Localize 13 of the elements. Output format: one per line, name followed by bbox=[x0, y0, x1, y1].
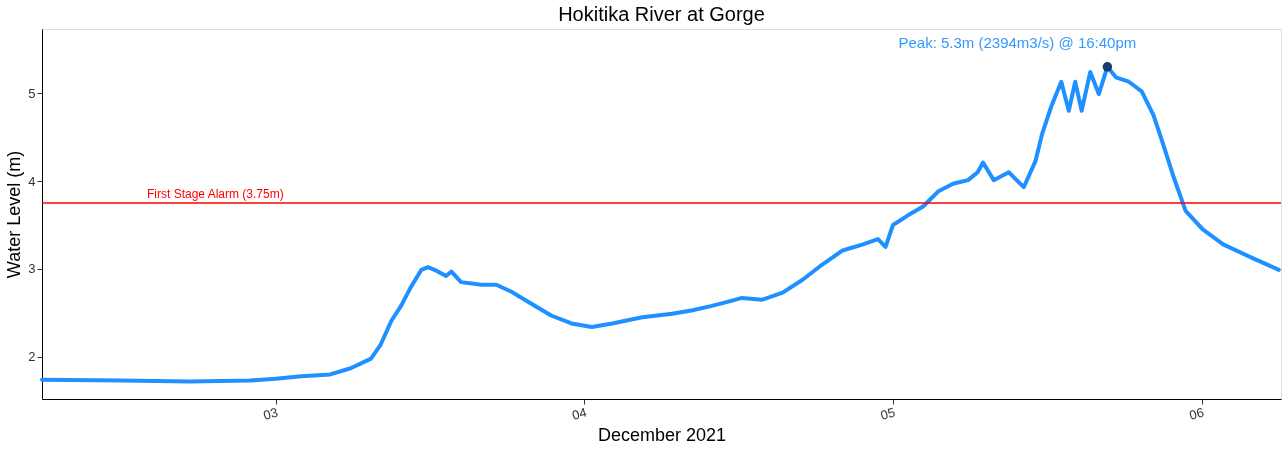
x-tick-label: 06 bbox=[1187, 404, 1206, 423]
x-tick-label: 05 bbox=[879, 404, 897, 423]
chart-title: Hokitika River at Gorge bbox=[558, 3, 765, 25]
annotation: Peak: 5.3m (2394m3/s) @ 16:40pm bbox=[898, 33, 1137, 51]
y-tick-label: 3 bbox=[28, 261, 36, 277]
y-tick-label: 5 bbox=[28, 85, 36, 101]
ref-line-label: First Stage Alarm (3.75m) bbox=[147, 187, 284, 202]
y-tick-label: 2 bbox=[28, 349, 36, 365]
y-tick-label: 4 bbox=[28, 173, 36, 189]
x-axis-title: December 2021 bbox=[597, 424, 727, 445]
y-axis-title: Water Level (m) bbox=[4, 150, 25, 279]
x-tick-label: 03 bbox=[261, 404, 280, 423]
x-tick-label: 04 bbox=[570, 404, 589, 423]
